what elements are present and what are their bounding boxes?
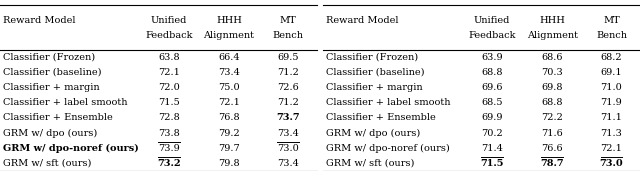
Text: 76.8: 76.8 xyxy=(218,113,240,122)
Text: 73.0: 73.0 xyxy=(600,159,623,168)
Text: 69.8: 69.8 xyxy=(541,83,563,92)
Text: Classifier (Frozen): Classifier (Frozen) xyxy=(326,53,418,62)
Text: Feedback: Feedback xyxy=(468,31,516,40)
Text: 63.9: 63.9 xyxy=(481,53,502,62)
Text: 73.9: 73.9 xyxy=(158,144,180,153)
Text: Classifier + margin: Classifier + margin xyxy=(326,83,422,92)
Text: 71.0: 71.0 xyxy=(600,83,622,92)
Text: 71.4: 71.4 xyxy=(481,144,503,153)
Text: 63.8: 63.8 xyxy=(158,53,179,62)
Text: MT: MT xyxy=(280,16,297,25)
Text: 73.4: 73.4 xyxy=(277,159,300,168)
Text: 79.2: 79.2 xyxy=(218,129,240,137)
Text: 72.1: 72.1 xyxy=(218,98,240,107)
Text: GRM w/ dpo-noref (ours): GRM w/ dpo-noref (ours) xyxy=(326,144,449,153)
Text: 71.2: 71.2 xyxy=(277,68,300,77)
Text: Feedback: Feedback xyxy=(145,31,193,40)
Text: 79.7: 79.7 xyxy=(218,144,240,153)
Text: 73.4: 73.4 xyxy=(218,68,240,77)
Text: Alignment: Alignment xyxy=(204,31,254,40)
Text: Bench: Bench xyxy=(273,31,304,40)
Text: 66.4: 66.4 xyxy=(218,53,240,62)
Text: 71.5: 71.5 xyxy=(480,159,504,168)
Text: HHH: HHH xyxy=(539,16,565,25)
Text: Classifier + Ensemble: Classifier + Ensemble xyxy=(3,113,112,122)
Text: 72.2: 72.2 xyxy=(541,113,563,122)
Text: 71.2: 71.2 xyxy=(277,98,300,107)
Text: 78.7: 78.7 xyxy=(540,159,564,168)
Text: HHH: HHH xyxy=(216,16,242,25)
Text: 72.6: 72.6 xyxy=(277,83,299,92)
Text: 71.3: 71.3 xyxy=(600,129,623,137)
Text: Classifier (Frozen): Classifier (Frozen) xyxy=(3,53,95,62)
Text: Reward Model: Reward Model xyxy=(326,16,398,25)
Text: GRM w/ dpo-noref (ours): GRM w/ dpo-noref (ours) xyxy=(3,144,138,153)
Text: 71.6: 71.6 xyxy=(541,129,563,137)
Text: GRM w/ dpo (ours): GRM w/ dpo (ours) xyxy=(3,128,97,138)
Text: 68.8: 68.8 xyxy=(481,68,502,77)
Text: 73.4: 73.4 xyxy=(277,129,300,137)
Text: 75.0: 75.0 xyxy=(218,83,240,92)
Text: 76.6: 76.6 xyxy=(541,144,563,153)
Text: 69.6: 69.6 xyxy=(481,83,502,92)
Text: GRM w/ sft (ours): GRM w/ sft (ours) xyxy=(3,159,91,168)
Text: Alignment: Alignment xyxy=(527,31,577,40)
Text: Classifier + label smooth: Classifier + label smooth xyxy=(326,98,450,107)
Text: 71.1: 71.1 xyxy=(600,113,623,122)
Text: 71.9: 71.9 xyxy=(600,98,622,107)
Text: 72.1: 72.1 xyxy=(157,68,180,77)
Text: 69.9: 69.9 xyxy=(481,113,502,122)
Text: 68.8: 68.8 xyxy=(541,98,563,107)
Text: Classifier + margin: Classifier + margin xyxy=(3,83,99,92)
Text: 73.2: 73.2 xyxy=(157,159,180,168)
Text: 68.6: 68.6 xyxy=(541,53,563,62)
Text: 69.5: 69.5 xyxy=(278,53,299,62)
Text: 72.8: 72.8 xyxy=(158,113,180,122)
Text: Classifier (baseline): Classifier (baseline) xyxy=(326,68,424,77)
Text: GRM w/ dpo (ours): GRM w/ dpo (ours) xyxy=(326,128,420,138)
Text: 69.1: 69.1 xyxy=(601,68,622,77)
Text: 68.5: 68.5 xyxy=(481,98,502,107)
Text: MT: MT xyxy=(603,16,620,25)
Text: Unified: Unified xyxy=(150,16,187,25)
Text: 70.2: 70.2 xyxy=(481,129,503,137)
Text: Bench: Bench xyxy=(596,31,627,40)
Text: 72.1: 72.1 xyxy=(600,144,623,153)
Text: GRM w/ sft (ours): GRM w/ sft (ours) xyxy=(326,159,414,168)
Text: 73.7: 73.7 xyxy=(276,113,300,122)
Text: 72.0: 72.0 xyxy=(158,83,180,92)
Text: Classifier + label smooth: Classifier + label smooth xyxy=(3,98,127,107)
Text: 79.8: 79.8 xyxy=(218,159,240,168)
Text: Classifier + Ensemble: Classifier + Ensemble xyxy=(326,113,435,122)
Text: 68.2: 68.2 xyxy=(601,53,622,62)
Text: 70.3: 70.3 xyxy=(541,68,563,77)
Text: Classifier (baseline): Classifier (baseline) xyxy=(3,68,101,77)
Text: 71.5: 71.5 xyxy=(158,98,180,107)
Text: Unified: Unified xyxy=(474,16,510,25)
Text: Reward Model: Reward Model xyxy=(3,16,75,25)
Text: 73.0: 73.0 xyxy=(277,144,299,153)
Text: 73.8: 73.8 xyxy=(158,129,180,137)
